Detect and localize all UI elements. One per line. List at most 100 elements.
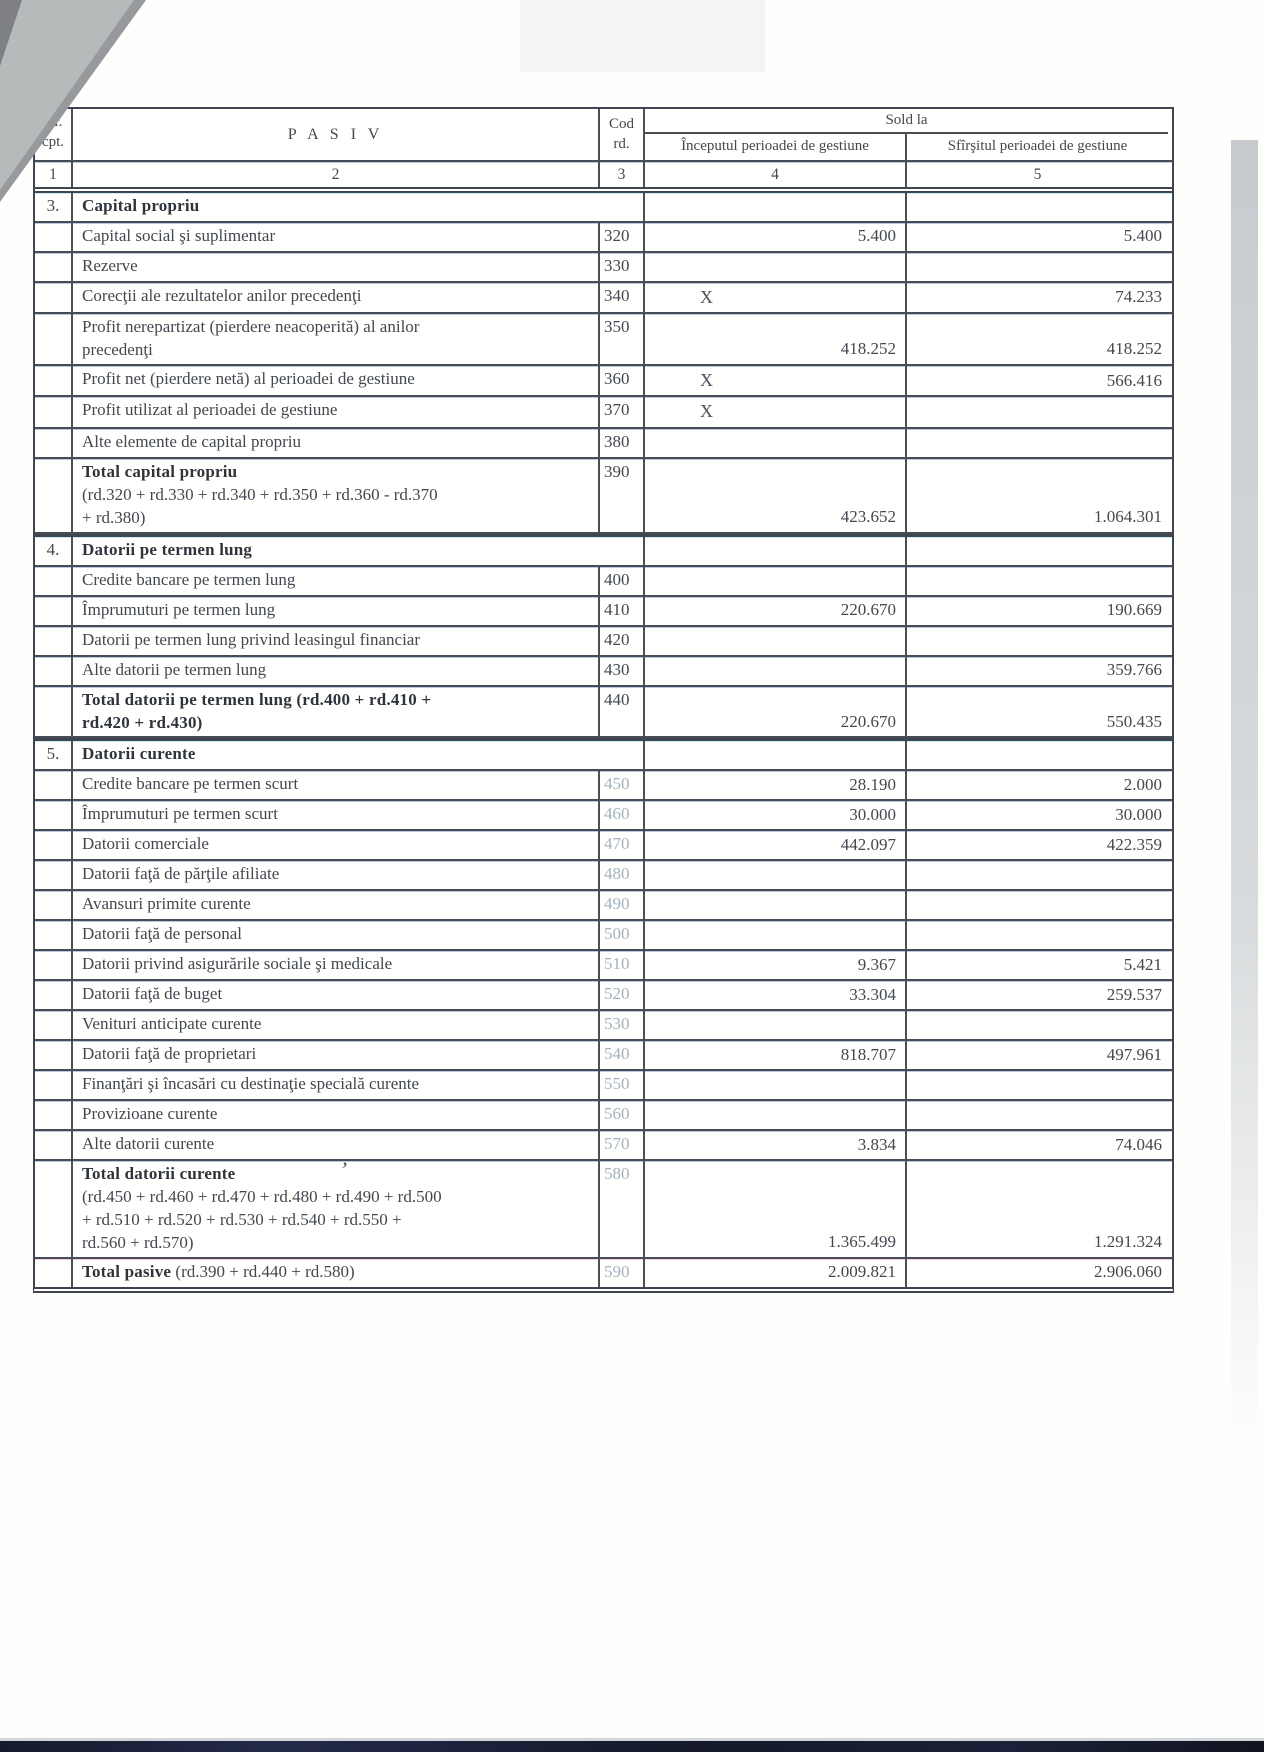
row-label-cell: Capital social şi suplimentar bbox=[73, 223, 600, 251]
table-row: Capital social şi suplimentar 320 5.400 5.4… bbox=[35, 223, 1172, 253]
column-number-5: 5 bbox=[1033, 165, 1042, 183]
table-row: Credite bancare pe termen lung 400 bbox=[35, 566, 1172, 597]
value-period-start: 3.834 bbox=[645, 1131, 907, 1160]
scan-shadow-top bbox=[520, 0, 765, 72]
row-label-cell: Datorii pe termen lung bbox=[73, 536, 645, 565]
row-number bbox=[35, 771, 73, 800]
row-code: 330 bbox=[600, 253, 645, 281]
table-row: Corecţii ale rezultatelor anilor precede… bbox=[35, 283, 1172, 315]
row-formula: (rd.390 + rd.440 + rd.580) bbox=[171, 1262, 355, 1282]
row-number bbox=[35, 686, 73, 737]
row-code: 490 bbox=[600, 891, 645, 920]
row-label: Alte datorii pe termen lung bbox=[82, 659, 267, 679]
row-code: 530 bbox=[600, 1011, 645, 1040]
table-row: Credite bancare pe termen scurt 450 28.190… bbox=[35, 771, 1172, 802]
row-label-cell: Corecţii ale rezultatelor anilor precede… bbox=[73, 283, 600, 313]
header-cod-line2: rd. bbox=[613, 135, 630, 152]
row-label-cell: Total datorii pe termen lung (rd.400 + r… bbox=[73, 686, 600, 737]
row-code: 430 bbox=[600, 656, 645, 685]
value-period-start bbox=[645, 741, 907, 770]
value-period-end: 418.252 bbox=[1106, 339, 1162, 359]
row-code: 550 bbox=[600, 1071, 645, 1100]
value-period-start: 818.707 bbox=[645, 1041, 907, 1070]
row-code: 370 bbox=[600, 397, 645, 427]
value-period-start bbox=[645, 891, 907, 920]
column-numbering-row: 1 2 3 4 5 bbox=[35, 162, 1172, 193]
row-label: Total pasive bbox=[82, 1262, 172, 1282]
value-period-end bbox=[907, 253, 1168, 281]
table-row: Profit nerepartizat (pierdere neacoperit… bbox=[35, 314, 1172, 367]
value-period-start: 5.400 bbox=[645, 223, 907, 251]
table-row: Finanţări şi încasări cu destinaţie spec… bbox=[35, 1071, 1172, 1102]
row-label-cell: Datorii comerciale bbox=[73, 831, 600, 860]
table-row: Datorii faţă de proprietari 540 818.707 497… bbox=[35, 1041, 1172, 1072]
row-label: Credite bancare pe termen lung bbox=[82, 569, 296, 589]
value-period-start bbox=[645, 861, 907, 890]
header-cod-rd: Cod rd. bbox=[600, 109, 645, 160]
row-number: 4. bbox=[35, 536, 73, 565]
row-number bbox=[35, 1041, 73, 1070]
value-period-start bbox=[645, 253, 907, 281]
row-label-cell: Datorii faţă de buget bbox=[73, 981, 600, 1010]
value-period-start: 220.670 bbox=[645, 596, 907, 625]
row-label-cell: Credite bancare pe termen scurt bbox=[73, 771, 600, 800]
table-body: 3. Capital propriu Capital social şi supli… bbox=[35, 193, 1172, 1288]
header-nr-line2: cpt. bbox=[41, 134, 65, 151]
row-label-cell: Provizioane curente bbox=[73, 1101, 600, 1130]
value-period-start: 423.652 bbox=[645, 458, 907, 532]
column-number-3: 3 bbox=[600, 162, 645, 187]
value-period-end bbox=[907, 627, 1168, 655]
row-number bbox=[35, 656, 73, 685]
row-code: 410 bbox=[600, 596, 645, 625]
row-label-cell: Alte datorii pe termen lung bbox=[73, 656, 600, 685]
row-label: Datorii comerciale bbox=[82, 834, 209, 854]
row-number bbox=[35, 626, 73, 655]
value-period-start bbox=[645, 1011, 907, 1040]
row-label: Provizioane curente bbox=[82, 1104, 218, 1124]
value-period-end bbox=[907, 397, 1168, 426]
row-code: 590 bbox=[600, 1259, 645, 1288]
header-sold-subcolumns: Începutul perioadei de gestiune Sfîrşitu… bbox=[645, 134, 1168, 160]
row-label-cell: Datorii faţă de proprietari bbox=[73, 1041, 600, 1070]
table-row: Datorii faţă de părţile afiliate 480 bbox=[35, 861, 1172, 892]
row-label: Profit nerepartizat (pierdere neacoperit… bbox=[82, 317, 420, 360]
row-number bbox=[35, 1259, 73, 1288]
table-row: Profit utilizat al perioadei de gestiune… bbox=[35, 397, 1172, 429]
row-code: 500 bbox=[600, 921, 645, 950]
row-label: Datorii privind asigurările sociale şi m… bbox=[82, 954, 393, 974]
value-period-end bbox=[907, 891, 1168, 919]
header-period-start: Începutul perioadei de gestiune bbox=[645, 134, 907, 160]
row-code: 560 bbox=[600, 1101, 645, 1130]
row-number bbox=[35, 223, 73, 251]
table-row: Datorii comerciale 470 442.097 422.359 bbox=[35, 831, 1172, 862]
table-row: Total capital propriu (rd.320 + rd.330 + … bbox=[35, 458, 1172, 534]
value-period-end bbox=[907, 537, 1168, 565]
table-row: Total datorii curente ʼ (rd.450 + rd.460 +… bbox=[35, 1157, 1172, 1260]
value-period-end bbox=[907, 741, 1168, 769]
row-label: Total datorii curente bbox=[82, 1164, 236, 1184]
value-period-start: X bbox=[645, 366, 907, 396]
value-period-end: 1.064.301 bbox=[1094, 506, 1162, 526]
row-label-cell: Datorii privind asigurările sociale şi m… bbox=[73, 951, 600, 980]
row-label: Profit utilizat al perioadei de gestiune bbox=[82, 400, 338, 420]
table-row: Alte datorii pe termen lung 430 359.766 bbox=[35, 656, 1172, 687]
value-period-start: 9.367 bbox=[645, 951, 907, 980]
row-number bbox=[35, 951, 73, 980]
row-label: Finanţări şi încasări cu destinaţie spec… bbox=[82, 1074, 420, 1094]
value-period-end bbox=[907, 861, 1168, 889]
value-period-end: 422.359 bbox=[1106, 834, 1162, 854]
pasiv-table: Nr. cpt. P A S I V Cod rd. Sold la Încep… bbox=[33, 107, 1174, 1294]
value-period-start bbox=[645, 1101, 907, 1130]
row-label-cell: Credite bancare pe termen lung bbox=[73, 566, 600, 595]
row-label: Alte datorii curente bbox=[82, 1134, 215, 1154]
table-row: Împrumuturi pe termen scurt 460 30.000 30.0… bbox=[35, 801, 1172, 832]
value-period-start bbox=[645, 1071, 907, 1100]
row-formula: (rd.450 + rd.460 + rd.470 + rd.480 + rd.… bbox=[82, 1187, 442, 1253]
row-code: 580 bbox=[600, 1161, 645, 1258]
row-formula: (rd.320 + rd.330 + rd.340 + rd.350 + rd.… bbox=[82, 484, 438, 527]
row-number bbox=[35, 366, 73, 396]
row-number bbox=[35, 1011, 73, 1040]
section-row: 3. Capital propriu bbox=[35, 193, 1172, 223]
value-period-end: 5.421 bbox=[1123, 954, 1162, 974]
row-number bbox=[35, 566, 73, 595]
